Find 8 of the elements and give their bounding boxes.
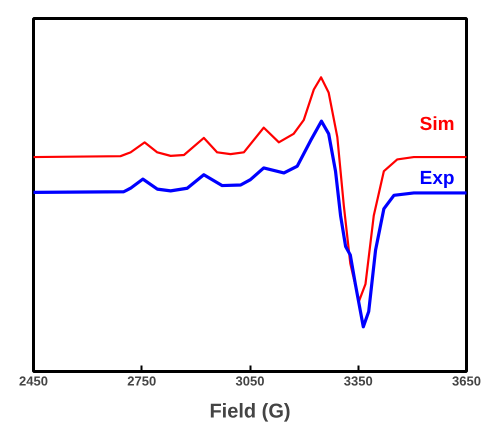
series-label: Exp bbox=[420, 168, 455, 189]
x-tick-label: 3350 bbox=[344, 374, 373, 388]
x-tick-label: 3650 bbox=[452, 374, 481, 388]
x-tick-label: 2750 bbox=[127, 374, 156, 388]
series-label: Sim bbox=[420, 114, 455, 136]
x-tick-label: 2450 bbox=[19, 374, 48, 388]
x-axis-title: Field (G) bbox=[209, 400, 291, 422]
x-tick-label: 3050 bbox=[236, 374, 264, 388]
